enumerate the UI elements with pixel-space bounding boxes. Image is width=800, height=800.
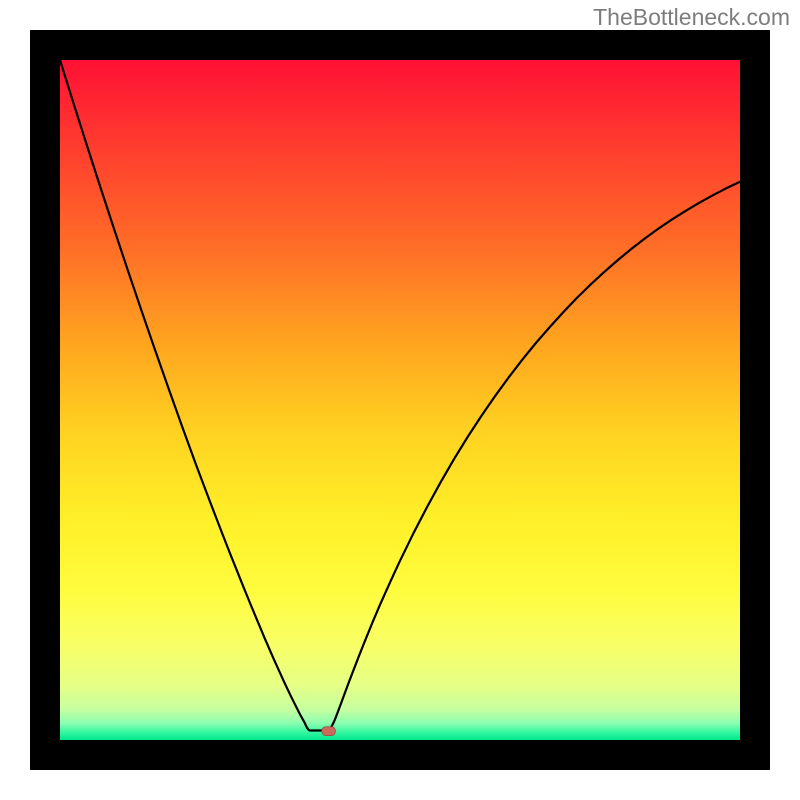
chart-stage: TheBottleneck.com (0, 0, 800, 800)
plot-background (60, 60, 740, 740)
optimal-marker (322, 727, 336, 736)
watermark-text: TheBottleneck.com (593, 4, 790, 31)
chart-svg (0, 0, 800, 800)
